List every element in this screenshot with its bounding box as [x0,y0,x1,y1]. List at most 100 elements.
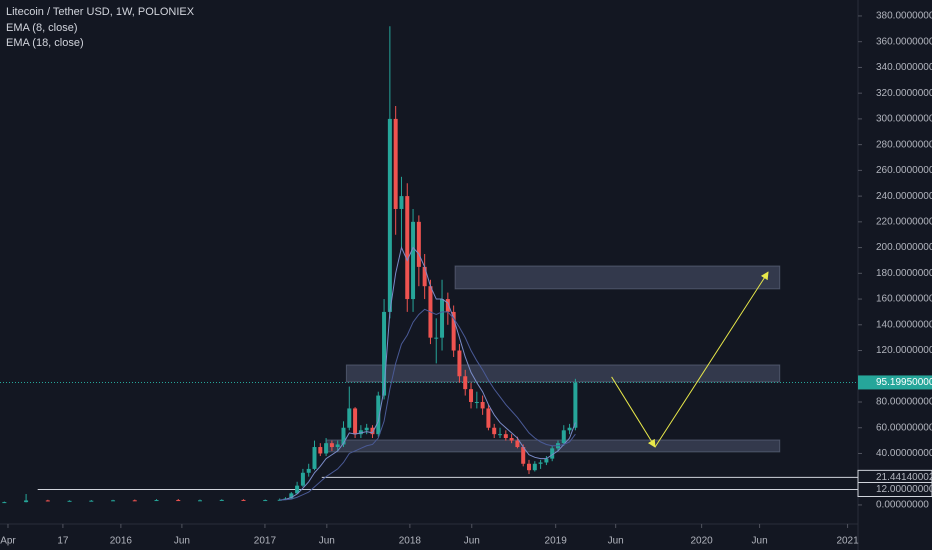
y-tick-label: 320.00000000 [876,88,932,99]
candle-body [154,500,159,502]
candle-body [300,472,305,486]
candle-body [474,401,479,403]
arrow-leg [611,376,656,448]
candle-body [277,499,282,501]
candle-body [561,430,566,444]
candle-body [198,500,203,502]
candle-body [67,500,72,502]
last-price-label: 95.19950000 [876,377,932,388]
candle-body [295,485,300,494]
candle-body [89,500,94,502]
candle-body [306,468,311,473]
candle-body [312,447,317,469]
candle-body [24,500,29,503]
candle-body [132,500,137,502]
candle-body [503,434,508,439]
candle-body [527,463,532,471]
chart-title: Litecoin / Tether USD, 1W, POLONIEX [6,6,195,18]
candle-body [521,447,526,464]
candle-body [515,440,520,448]
candle-body [387,118,392,312]
y-tick-label: 140.00000000 [876,319,932,330]
ema-line [279,246,576,501]
x-tick-label: 2021 [836,536,859,547]
y-tick-label: 80.00000000 [876,397,932,408]
indicator-label: EMA (18, close) [6,37,84,49]
candle-body [509,438,514,441]
candle-body [289,493,294,499]
candle-body [463,376,468,390]
candle-body [399,196,404,209]
candle-body [263,500,268,502]
candle-body [353,408,358,435]
candle-body [324,443,329,454]
y-tick-label: 340.00000000 [876,62,932,73]
candle-body [538,462,543,464]
y-tick-label: 160.00000000 [876,294,932,305]
level-label-box [857,482,932,498]
candle-body [335,444,340,448]
level-label: 12.00000000 [876,484,932,495]
y-tick-label: 120.00000000 [876,345,932,356]
x-tick-label: 2018 [399,536,422,547]
y-tick-label: 380.00000000 [876,11,932,22]
candle-body [573,382,578,428]
y-tick-label: 200.00000000 [876,242,932,253]
y-tick-label: 40.00000000 [876,448,932,459]
x-tick-label: Jun [174,536,190,547]
indicator-label: EMA (8, close) [6,22,78,34]
candle-body [393,118,398,209]
last-price-box [858,375,932,390]
candle-body [486,408,491,428]
candle-body [176,500,181,502]
x-tick-label: 2016 [110,536,133,547]
x-tick-label: Jun [752,536,768,547]
candle-body [567,427,572,431]
y-tick-label: 280.00000000 [876,139,932,150]
candle-body [376,395,381,435]
candle-body [318,447,323,454]
candle-body [241,499,246,501]
x-tick-label: Jun [319,536,335,547]
candle-body [422,266,427,287]
candle-body [382,311,387,396]
arrow-leg [654,271,769,448]
candle-body [480,401,485,409]
candle-body [219,499,224,501]
ema-line [279,308,576,501]
x-tick-label: 2017 [254,536,277,547]
candle-body [45,500,50,502]
candle-body [341,427,346,445]
y-tick-label: 360.00000000 [876,36,932,47]
candle-body [111,500,116,502]
candle-body [434,337,439,339]
y-tick-label: 60.00000000 [876,422,932,433]
x-tick-label: 2019 [545,536,568,547]
candle-body [405,196,410,300]
candle-body [544,458,549,463]
candle-body [440,299,445,338]
x-tick-label: Apr [0,536,16,547]
candle-body [370,427,375,435]
x-tick-label: 17 [57,536,69,547]
y-tick-label: 300.00000000 [876,114,932,125]
candle-body [469,389,474,402]
candle-body [492,427,497,435]
candle-body [364,427,369,431]
zone [345,364,781,383]
zone [454,265,781,290]
candle-body [2,502,7,504]
y-tick-label: 0.00000000 [876,500,929,511]
y-tick-label: 180.00000000 [876,268,932,279]
candle-body [445,299,450,312]
x-tick-label: 2020 [690,536,713,547]
candle-body [451,311,456,351]
candle-body [532,463,537,471]
candle-body [457,350,462,377]
level-label: 21.44140002 [876,472,932,483]
x-tick-label: Jun [464,536,480,547]
candle-body [498,434,503,436]
x-tick-label: Jun [608,536,624,547]
